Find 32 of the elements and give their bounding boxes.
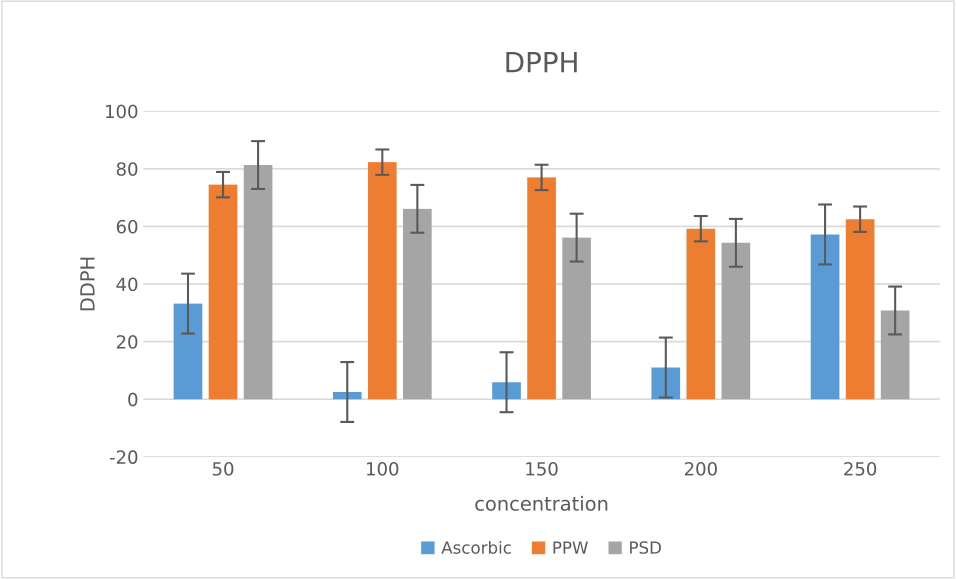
bar bbox=[562, 238, 591, 400]
bar bbox=[651, 368, 680, 400]
bar bbox=[722, 242, 750, 400]
bar bbox=[368, 162, 397, 400]
bar bbox=[846, 219, 874, 400]
legend-label: PPW bbox=[554, 541, 588, 554]
bar bbox=[403, 208, 432, 400]
legend-label: PSD bbox=[630, 541, 661, 554]
bar bbox=[527, 177, 556, 400]
x-tick-label: 50 bbox=[212, 462, 234, 476]
y-tick-label: 40 bbox=[116, 277, 138, 292]
bar bbox=[810, 234, 840, 400]
x-tick-label: 150 bbox=[526, 462, 558, 476]
bar bbox=[174, 304, 202, 400]
y-tick-label: 20 bbox=[116, 335, 138, 349]
bar bbox=[244, 165, 272, 400]
y-tick-label: 60 bbox=[116, 220, 138, 234]
legend-label: Ascorbic bbox=[441, 540, 511, 554]
y-axis-title: DDPH bbox=[80, 258, 94, 310]
y-tick-label: 0 bbox=[128, 392, 138, 406]
chart-title: DPPH bbox=[506, 52, 577, 72]
bar bbox=[686, 228, 716, 400]
bar bbox=[492, 382, 521, 400]
x-tick-label: 100 bbox=[367, 462, 398, 476]
x-axis-title: concentration bbox=[475, 496, 608, 511]
bar bbox=[880, 310, 910, 400]
y-tick-label: 100 bbox=[106, 104, 138, 118]
y-tick-label: 80 bbox=[116, 162, 138, 176]
y-tick-label: -20 bbox=[110, 450, 138, 464]
bar bbox=[208, 184, 238, 400]
x-tick-label: 250 bbox=[844, 462, 876, 476]
x-tick-label: 200 bbox=[684, 462, 717, 476]
